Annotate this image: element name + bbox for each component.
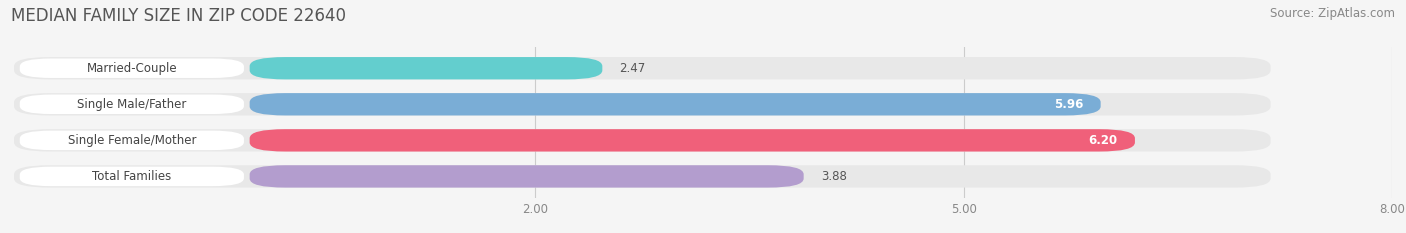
Text: 2.47: 2.47	[620, 62, 645, 75]
FancyBboxPatch shape	[14, 57, 1271, 79]
Text: 5.96: 5.96	[1054, 98, 1084, 111]
Text: 6.20: 6.20	[1088, 134, 1118, 147]
Text: Married-Couple: Married-Couple	[87, 62, 177, 75]
FancyBboxPatch shape	[20, 95, 245, 114]
Text: Source: ZipAtlas.com: Source: ZipAtlas.com	[1270, 7, 1395, 20]
Text: 3.88: 3.88	[821, 170, 846, 183]
FancyBboxPatch shape	[14, 93, 1271, 116]
Text: Single Female/Mother: Single Female/Mother	[67, 134, 195, 147]
Text: Single Male/Father: Single Male/Father	[77, 98, 187, 111]
FancyBboxPatch shape	[250, 165, 804, 188]
FancyBboxPatch shape	[14, 165, 1271, 188]
FancyBboxPatch shape	[20, 167, 245, 186]
FancyBboxPatch shape	[250, 129, 1135, 151]
FancyBboxPatch shape	[14, 129, 1271, 151]
FancyBboxPatch shape	[250, 57, 602, 79]
Text: MEDIAN FAMILY SIZE IN ZIP CODE 22640: MEDIAN FAMILY SIZE IN ZIP CODE 22640	[11, 7, 346, 25]
FancyBboxPatch shape	[20, 58, 245, 78]
FancyBboxPatch shape	[20, 131, 245, 150]
Text: Total Families: Total Families	[93, 170, 172, 183]
FancyBboxPatch shape	[250, 93, 1101, 116]
